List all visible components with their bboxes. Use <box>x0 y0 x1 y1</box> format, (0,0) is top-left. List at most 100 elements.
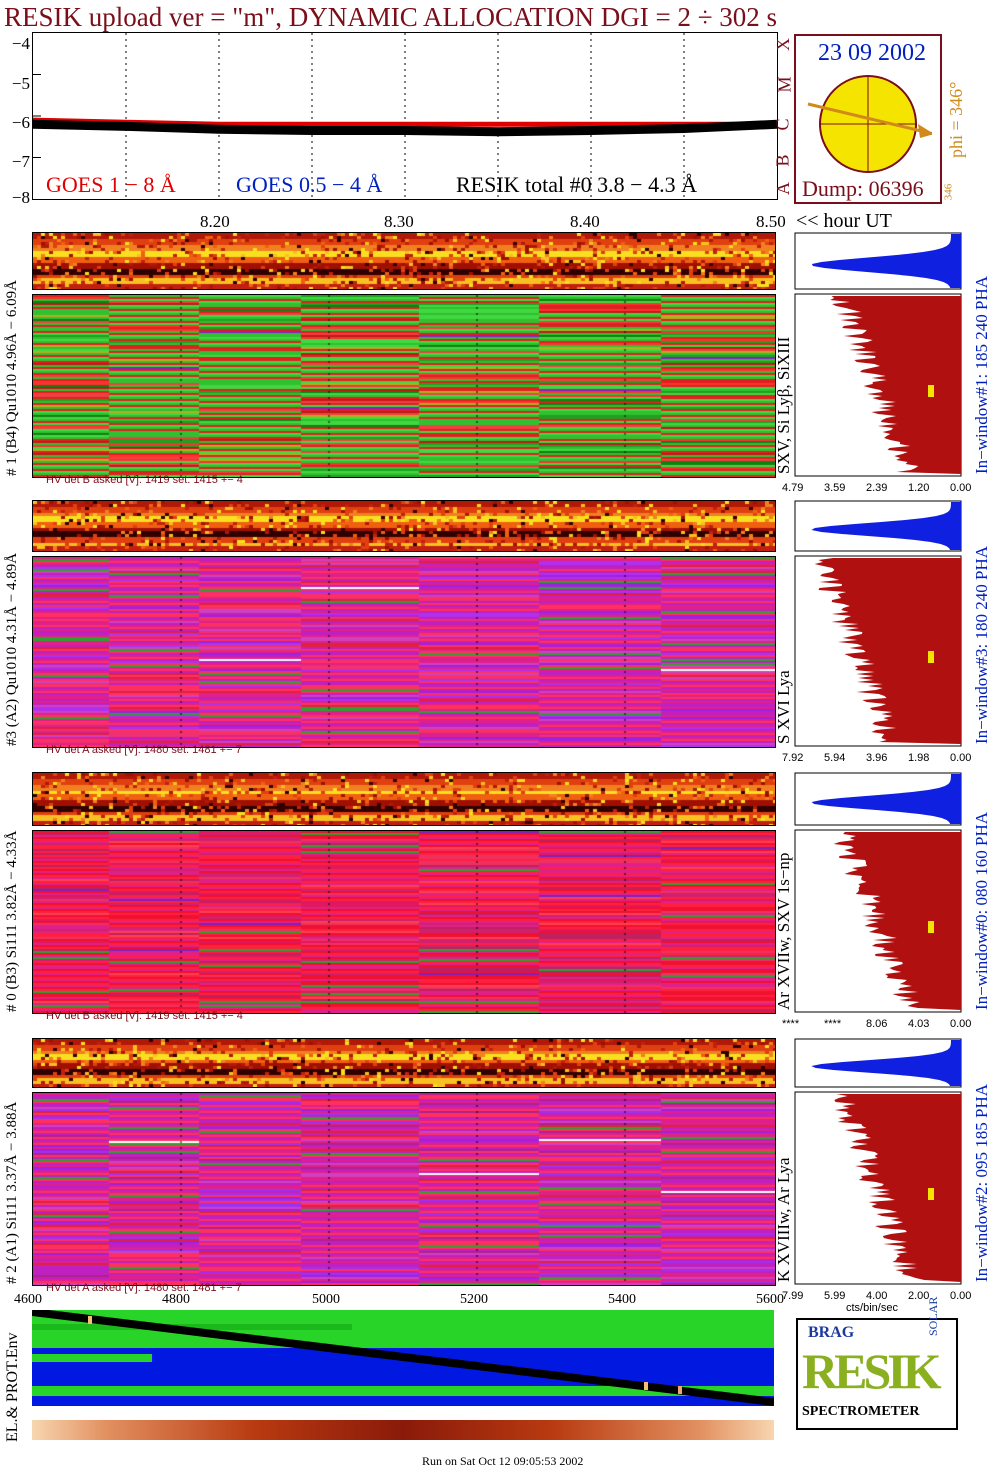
class-letter: C <box>772 118 793 131</box>
histogram-fill-small <box>811 774 961 824</box>
detector-panel <box>32 500 776 748</box>
spectrogram <box>32 294 776 478</box>
histogram-fill-large <box>830 296 961 474</box>
env-xtick: 5600 <box>756 1292 784 1307</box>
histogram-fill-large <box>814 558 961 744</box>
histogram-tick: 2.00 <box>908 1290 930 1302</box>
hv-readout: HV det A asked [V]: 1480 set: 1481 +− 7 <box>46 1282 242 1294</box>
ytick: −8 <box>11 188 30 207</box>
sun-disk <box>807 75 932 173</box>
histogram-tick: 5.99 <box>824 1290 846 1302</box>
dump-number: Dump: 06396 <box>802 176 924 201</box>
histogram-tick: 7.99 <box>782 1290 804 1302</box>
histogram-tick: 2.39 <box>866 482 888 494</box>
spectral-lines-label: Ar XVIIw, SXV 1s−np <box>774 852 793 1010</box>
env-colorbar <box>32 1420 774 1440</box>
pha-histogram <box>794 1038 962 1285</box>
run-timestamp: Run on Sat Oct 12 09:05:53 2002 <box>422 1454 584 1468</box>
env-xtick: 5400 <box>608 1292 636 1307</box>
histogram-fill-small <box>811 1040 961 1086</box>
ytick: −6 <box>11 113 30 132</box>
histogram-tick: 0.00 <box>950 752 972 764</box>
spectral-lines-label: SXV, Si Lyβ, SiXIII <box>774 336 793 474</box>
goes-panel <box>32 32 778 200</box>
window-label: In−window#1: 185 240 PHA <box>972 275 991 474</box>
histogram-tick: 0.00 <box>950 1018 972 1030</box>
histogram-tick: 8.06 <box>866 1018 888 1030</box>
class-letter: B <box>772 154 793 167</box>
window-marker <box>928 921 934 933</box>
spectrum-strip-upper <box>32 232 776 290</box>
spectral-lines-label: K XVIIIw, Ar Lya <box>774 1157 793 1282</box>
window-label: In−window#3: 180 240 PHA <box>972 545 991 744</box>
histogram-tick: **** <box>782 1018 800 1030</box>
histogram-tick: 4.00 <box>866 1290 888 1302</box>
window-marker <box>928 651 934 663</box>
detector-label: # 1 (B4) Qu1010 4.96Å − 6.09Å <box>4 280 20 476</box>
env-label: EL.& PROT.Env <box>4 1332 21 1442</box>
histogram-tick: 4.03 <box>908 1018 930 1030</box>
hv-readout: HV det B asked [V]: 1419 set: 1415 +− 4 <box>46 1010 243 1022</box>
ytick: −5 <box>11 74 30 93</box>
resik-logo: BRAG SOLAR RESIK SPECTROMETER <box>796 1297 958 1430</box>
detector-panel <box>32 232 776 478</box>
logo-top-word: BRAG <box>808 1324 855 1341</box>
pha-histogram <box>794 232 962 477</box>
logo-caption: SPECTROMETER <box>802 1404 920 1419</box>
logo-side-word: SOLAR <box>926 1296 940 1336</box>
class-letter: X <box>773 38 793 51</box>
phi-small: 346 <box>942 183 955 201</box>
sun-date: 23 09 2002 <box>818 40 926 66</box>
hv-readout: HV det A asked [V]: 1480 set: 1481 +− 7 <box>46 744 242 756</box>
env-xtick: 5200 <box>460 1292 488 1307</box>
env-panel <box>32 1310 774 1406</box>
pha-histogram <box>794 500 962 747</box>
goes-plot <box>33 33 777 199</box>
hour-tick: 8.50 <box>756 212 786 231</box>
series-resik-total <box>33 119 777 137</box>
hour-tick: 8.30 <box>384 212 414 231</box>
spectrum-strip-upper <box>32 1038 776 1088</box>
histogram-tick: 0.00 <box>950 482 972 494</box>
histogram-tick: 0.00 <box>950 1290 972 1302</box>
env-xtick: 5000 <box>312 1292 340 1307</box>
histogram-tick: 4.79 <box>782 482 804 494</box>
hour-tick: 8.20 <box>200 212 230 231</box>
histogram-fill-large <box>834 1094 961 1282</box>
histogram-tick: 5.94 <box>824 752 846 764</box>
detector-label: # 0 (B3) Si111 3.82Å − 4.33Å <box>4 830 20 1012</box>
window-marker <box>928 385 934 397</box>
histogram-tick: **** <box>824 1018 842 1030</box>
histogram-fill-large <box>833 832 961 1010</box>
spectrogram <box>32 830 776 1014</box>
phi-label: phi = 346° <box>946 81 966 158</box>
env-xtick: 4800 <box>162 1292 190 1307</box>
histogram-tick: 3.59 <box>824 482 846 494</box>
spectrogram <box>32 556 776 748</box>
legend-resik-total: RESIK total #0 3.8 − 4.3 Å <box>456 172 697 197</box>
page-title: RESIK upload ver = "m", DYNAMIC ALLOCATI… <box>4 2 778 32</box>
legend-goes-1-8: GOES 1 − 8 Å <box>46 172 176 197</box>
logo-letters: RESIK <box>802 1343 942 1399</box>
spectrogram <box>32 1092 776 1286</box>
histogram-tick: 3.96 <box>866 752 888 764</box>
detector-panel <box>32 772 776 1014</box>
spectrum-strip-upper <box>32 500 776 552</box>
window-marker <box>928 1188 934 1200</box>
pha-histogram <box>794 772 962 1013</box>
class-letter: A <box>773 182 793 195</box>
histogram-fill-small <box>811 234 961 288</box>
spectrum-strip-upper <box>32 772 776 826</box>
detector-panel <box>32 1038 776 1286</box>
ytick: −7 <box>11 152 30 171</box>
goes-class-axis: X M C B A <box>772 34 795 200</box>
env-xticks: 4600 4800 5000 5200 5400 5600 <box>0 1292 790 1312</box>
hour-tick: 8.40 <box>570 212 600 231</box>
hist-unit: cts/bin/sec <box>846 1302 898 1314</box>
spectral-lines-label: S XVI Lya <box>774 670 793 744</box>
window-label: In−window#2: 095 185 PHA <box>972 1083 991 1282</box>
legend-goes-0-5-4: GOES 0.5 − 4 Å <box>236 172 383 197</box>
histogram-fill-small <box>811 502 961 550</box>
env-plot <box>32 1310 774 1406</box>
hv-readout: HV det B asked [V]: 1419 set: 1415 +− 4 <box>46 474 243 486</box>
